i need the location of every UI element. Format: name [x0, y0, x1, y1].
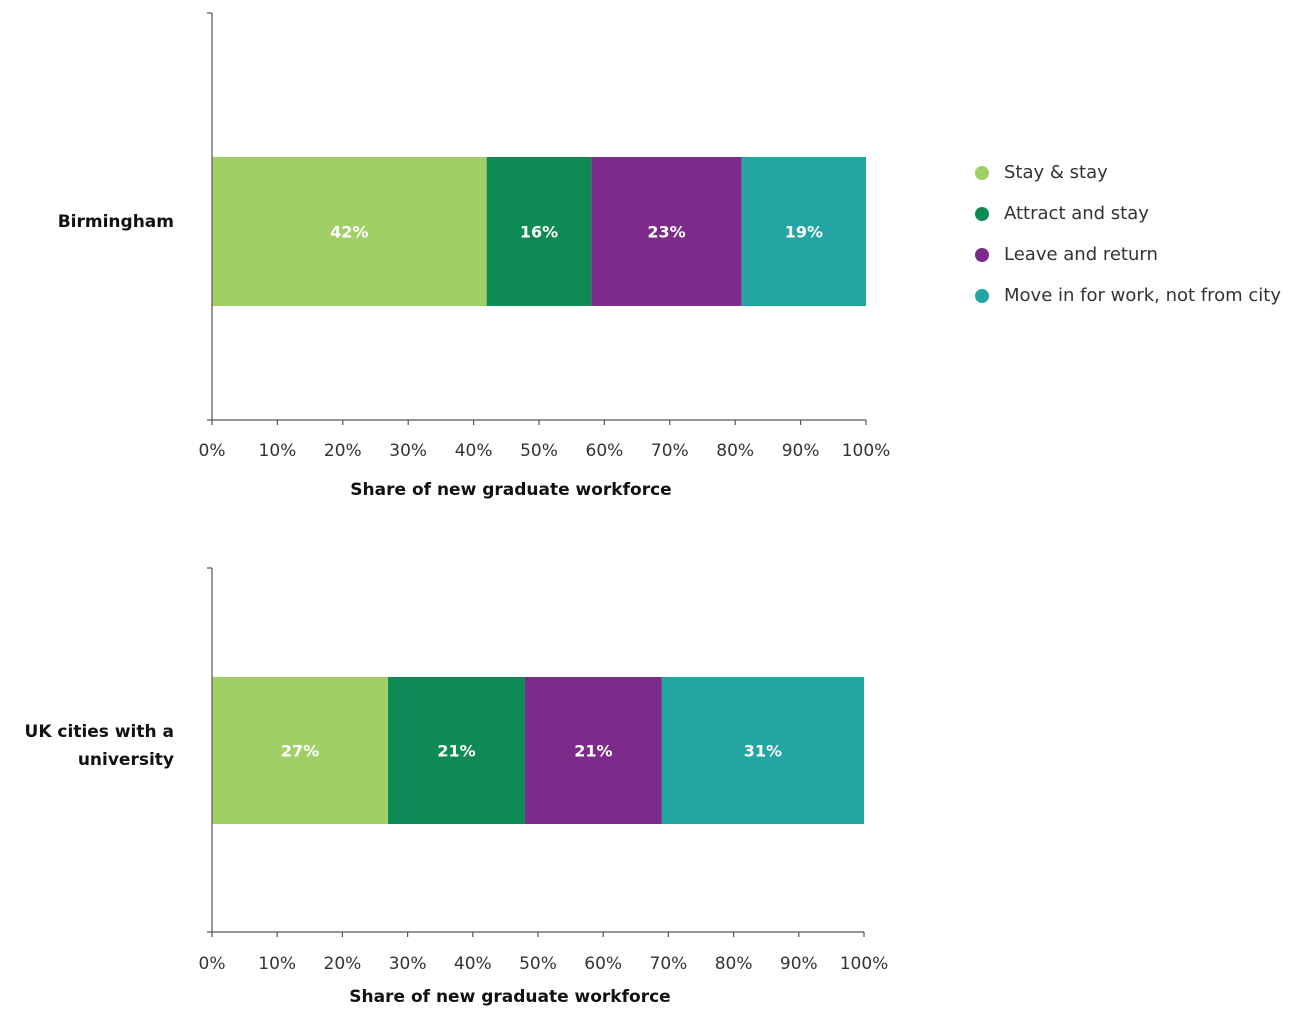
bar-value-label-2-4: 31%: [744, 742, 782, 761]
bar-segment-1-2: [486, 157, 592, 306]
category-label-line-1-1: Birmingham: [58, 212, 174, 232]
category-label-line-2-1: UK cities with a: [25, 722, 174, 742]
x-tick-label-2-3: 20%: [324, 954, 362, 974]
bar-value-label-2-3: 21%: [574, 742, 612, 761]
legend-label-leave-and-return: Leave and return: [1004, 244, 1158, 265]
x-tick-label-1-7: 60%: [586, 441, 624, 461]
legend-label-move-in-for-work: Move in for work, not from city: [1004, 285, 1282, 306]
bar-value-label-1-4: 19%: [785, 223, 823, 242]
bar-segment-2-1: [212, 677, 389, 824]
bar-segment-1-3: [591, 157, 742, 306]
bar-segment-2-3: [524, 677, 662, 824]
x-axis-title-2: Share of new graduate workforce: [349, 987, 670, 1006]
x-tick-label-1-6: 50%: [520, 441, 558, 461]
x-tick-label-2-7: 60%: [584, 954, 622, 974]
bar-segment-1-4: [741, 157, 866, 306]
x-tick-label-1-11: 100%: [842, 441, 891, 461]
x-tick-label-2-6: 50%: [519, 954, 557, 974]
legend-label-attract-and-stay: Attract and stay: [1004, 203, 1149, 224]
x-tick-label-1-10: 90%: [782, 441, 820, 461]
legend-swatch-leave-and-return: [975, 247, 989, 262]
bar-value-label-1-3: 23%: [647, 223, 685, 242]
x-tick-label-2-8: 70%: [650, 954, 688, 974]
x-axis-title-1: Share of new graduate workforce: [350, 480, 671, 500]
bar-segment-1-1: [212, 157, 487, 306]
category-label-1: Birmingham: [58, 212, 174, 232]
x-tick-label-2-2: 10%: [258, 954, 296, 974]
category-label-line-2-2: university: [78, 750, 174, 770]
legend-swatch-move-in-for-work: [975, 288, 989, 303]
bar-segment-2-2: [388, 677, 525, 824]
x-tick-label-2-10: 90%: [780, 954, 818, 974]
legend-swatch-stay-and-stay: [975, 165, 989, 180]
x-tick-label-2-11: 100%: [840, 954, 889, 974]
x-tick-label-1-2: 10%: [259, 441, 297, 461]
x-tick-label-2-4: 30%: [389, 954, 427, 974]
x-tick-label-2-1: 0%: [199, 954, 226, 974]
x-tick-label-1-8: 70%: [651, 441, 689, 461]
x-tick-label-1-3: 20%: [324, 441, 362, 461]
bar-value-label-1-2: 16%: [520, 223, 558, 242]
legend-label-stay-and-stay: Stay & stay: [1004, 162, 1108, 183]
x-tick-label-1-4: 30%: [389, 441, 427, 461]
legend-item-attract-and-stay: Attract and stay: [975, 193, 1281, 234]
x-tick-label-1-1: 0%: [199, 441, 226, 461]
x-tick-label-1-5: 40%: [455, 441, 493, 461]
legend: Stay & stay Attract and stay Leave and r…: [975, 152, 1281, 316]
x-tick-label-1-9: 80%: [716, 441, 754, 461]
legend-item-move-in-for-work: Move in for work, not from city: [975, 275, 1281, 316]
x-tick-label-2-9: 80%: [715, 954, 753, 974]
bar-value-label-2-2: 21%: [437, 742, 475, 761]
legend-item-stay-and-stay: Stay & stay: [975, 152, 1281, 193]
legend-item-leave-and-return: Leave and return: [975, 234, 1281, 275]
bar-value-label-1-1: 42%: [330, 223, 368, 242]
bar-segment-2-4: [661, 677, 864, 824]
bar-value-label-2-1: 27%: [281, 742, 319, 761]
legend-swatch-attract-and-stay: [975, 206, 989, 221]
category-label-2: UK cities with a university: [25, 722, 174, 770]
x-tick-label-2-5: 40%: [454, 954, 492, 974]
